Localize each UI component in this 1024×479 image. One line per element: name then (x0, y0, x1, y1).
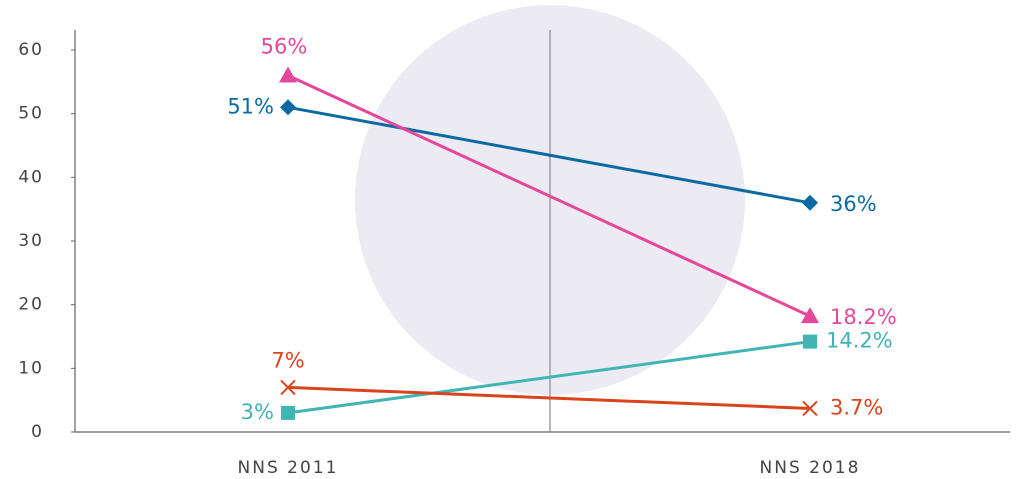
marker (803, 334, 817, 349)
y-tick-label: 30 (18, 231, 44, 251)
marker (802, 194, 818, 211)
y-tick-label: 50 (18, 104, 44, 124)
marker (279, 66, 297, 83)
series-line (287, 105, 811, 205)
marker (281, 405, 295, 420)
y-tick-label: 10 (18, 358, 44, 378)
y-tick-label: 20 (18, 295, 44, 315)
marker (280, 379, 296, 396)
value-label: 7% (271, 348, 304, 372)
x-tick-label: NNS 2011 (238, 458, 339, 478)
series-line (287, 385, 811, 410)
y-tick-label: 60 (18, 40, 44, 60)
value-label: 56% (261, 34, 308, 58)
marker (801, 307, 819, 324)
value-label: 14.2% (826, 329, 893, 353)
value-label: 3% (241, 400, 274, 424)
marker (802, 400, 818, 417)
x-tick-label: NNS 2018 (760, 458, 861, 478)
value-label: 51% (227, 94, 274, 118)
value-label: 3.7% (830, 395, 883, 419)
y-tick-label: 0 (31, 422, 44, 442)
value-label: 18.2% (830, 305, 897, 329)
value-label: 36% (830, 192, 877, 216)
y-tick-label: 40 (18, 167, 44, 187)
marker (280, 99, 296, 116)
series-line (287, 74, 811, 318)
series-line (287, 340, 811, 415)
